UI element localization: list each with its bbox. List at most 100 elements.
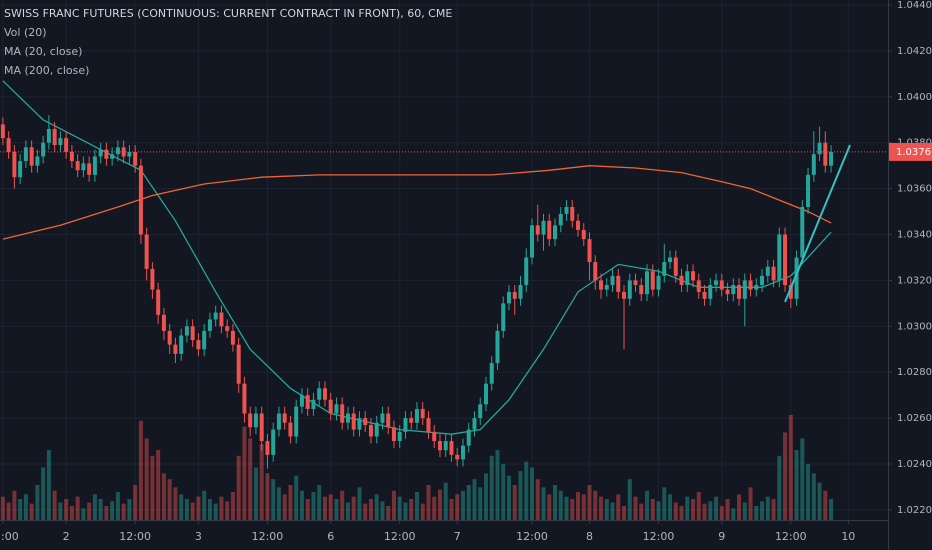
candle-body [823,142,828,166]
candle-body [777,234,782,281]
volume-bar [529,467,534,520]
volume-bar [587,485,592,520]
volume-bar [248,438,253,520]
candle-body [547,220,552,240]
volume-bar [731,508,736,520]
candle-body [403,418,408,432]
volume-bar [794,450,799,520]
volume-bar [662,487,667,520]
candle-body [52,128,57,146]
candle-body [587,239,592,263]
volume-bar [144,438,149,520]
candle-body [633,280,638,286]
candle-body [380,413,385,423]
candle-body [363,418,368,425]
volume-bar [558,490,563,520]
volume-bar [259,444,264,520]
candle-body [668,257,673,263]
volume-bar [483,473,488,520]
candle-body [391,427,396,442]
y-tick-label: 1.0360 [897,184,932,195]
volume-bar [363,503,368,520]
candle-body [737,285,742,299]
candle-body [645,271,650,295]
candle-body [340,404,345,423]
volume-bar [691,499,696,520]
candle-body [616,275,621,292]
candle-body [75,161,80,171]
candle-body [259,413,264,442]
candle-body [133,151,138,166]
candle-body [794,257,799,299]
x-tick-label: 12:00 [119,530,151,543]
candle-body [455,454,460,460]
volume-bar [311,492,316,520]
x-tick-label: 12:00 [516,530,548,543]
candle-body [81,163,86,171]
volume-bar [679,506,684,520]
candle-body [564,206,569,214]
volume-bar [714,496,719,520]
candle-body [558,213,563,226]
volume-label: Vol (20) [4,26,47,39]
candle-body [207,319,212,331]
volume-bar [271,479,276,520]
volume-bar [466,485,471,520]
volume-bar [104,506,109,520]
last-price-label: 1.0376 [896,147,931,158]
candle-body [553,225,557,240]
volume-bar [52,490,57,520]
candle-body [144,234,149,269]
volume-bar [426,485,431,520]
volume-bar [443,482,448,520]
candle-body [599,280,604,290]
candle-body [714,280,719,286]
volume-bar [110,501,115,520]
volume-bar [23,494,28,520]
volume-bar [225,501,230,520]
volume-bar [449,499,454,520]
candle-body [219,312,224,327]
candle-body [489,363,494,384]
volume-bar [138,420,143,520]
volume-bar [702,503,707,520]
volume-bar [156,450,161,520]
volume-bar [512,485,517,520]
volume-bar [535,479,540,520]
candle-body [184,326,189,336]
candle-body [98,149,103,157]
chart-title: SWISS FRANC FUTURES (CONTINUOUS: CURRENT… [4,7,452,20]
volume-bar [742,502,747,520]
volume-bar [656,501,661,520]
candle-body [742,280,747,299]
candle-body [576,220,581,230]
y-tick-label: 1.0340 [897,230,932,241]
candle-body [276,413,281,430]
candle-body [719,280,724,290]
candle-body [196,340,201,350]
volume-bar [236,455,241,520]
candle-body [518,285,523,299]
legend: SWISS FRANC FUTURES (CONTINUOUS: CURRENT… [4,7,452,77]
volume-bar [207,499,212,520]
candle-body [6,138,11,152]
candle-body [12,151,17,178]
candle-body [322,388,327,400]
candle-body [829,151,834,166]
y-tick-label: 1.0240 [897,459,932,470]
candle-body [46,128,51,143]
volume-bar [788,415,793,520]
volume-bar [823,490,828,520]
volume-bar [414,492,419,520]
y-tick-label: 1.0320 [897,275,932,286]
volume-bar [46,450,51,520]
volume-bar [276,487,281,520]
candle-body [443,441,448,451]
candle-body [662,262,667,276]
volume-bar [570,499,575,520]
candle-body [104,149,109,159]
volume-bar [150,455,155,520]
volume-bar [506,475,511,520]
volume-bar [645,490,650,520]
